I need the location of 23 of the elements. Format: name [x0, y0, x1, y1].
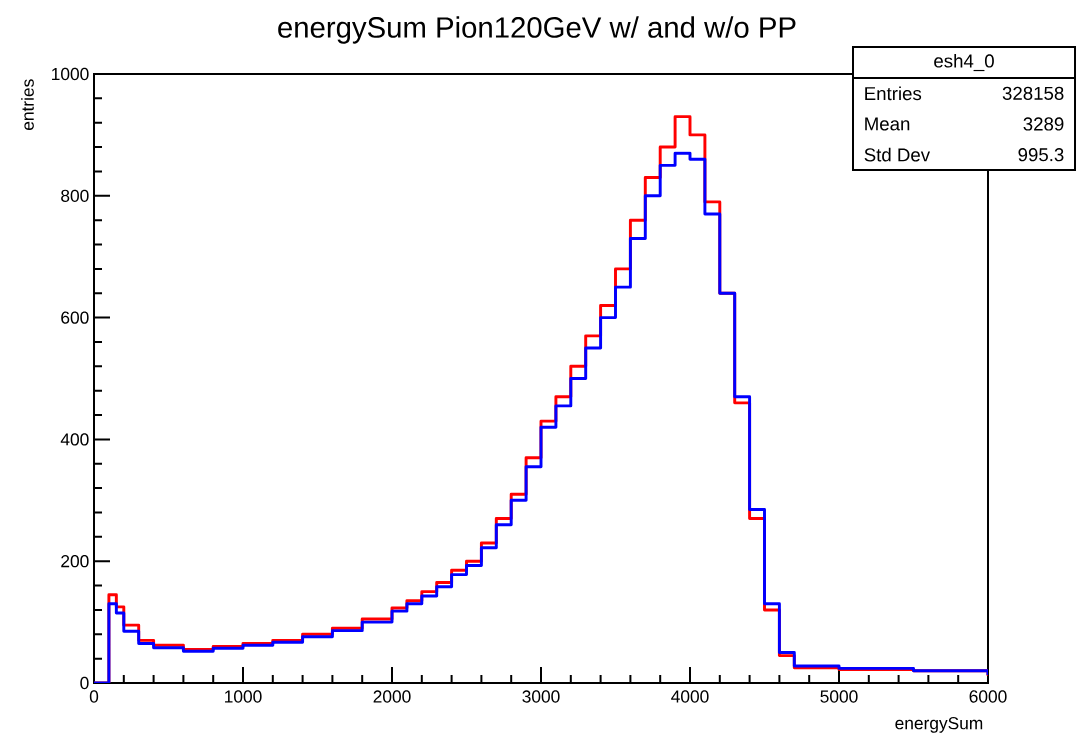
annotation: Entries [865, 86, 922, 101]
x-tick-label: 6000 [969, 690, 1007, 703]
x-axis-title: energySum [895, 717, 983, 733]
x-tick-label: 1000 [225, 690, 262, 703]
x-tick-label: 0 [89, 690, 99, 703]
y-tick-label: 400 [60, 433, 89, 446]
y-tick-label: 800 [61, 189, 89, 202]
annotation: Mean [865, 117, 910, 131]
x-tick-label: 4000 [671, 690, 709, 703]
y-tick-label: 0 [80, 676, 89, 690]
y-tick-label: 200 [61, 555, 89, 568]
text: 3289 [1023, 117, 1064, 131]
text: esh4_0 [934, 53, 994, 72]
x-tick-label: 5000 [820, 690, 858, 703]
y-tick-label: 600 [61, 311, 89, 324]
text: 995.3 [1018, 148, 1064, 162]
chart-title: energySum Pion120GeV w/ and w/o PP [278, 16, 796, 44]
annotation: Std Dev [864, 147, 931, 162]
text: 328158 [1002, 86, 1064, 100]
y-tick-label: 1000 [52, 67, 89, 81]
x-tick-label: 2000 [373, 690, 411, 703]
x-tick-label: 3000 [522, 690, 560, 703]
y-axis-title: entries [21, 79, 34, 130]
